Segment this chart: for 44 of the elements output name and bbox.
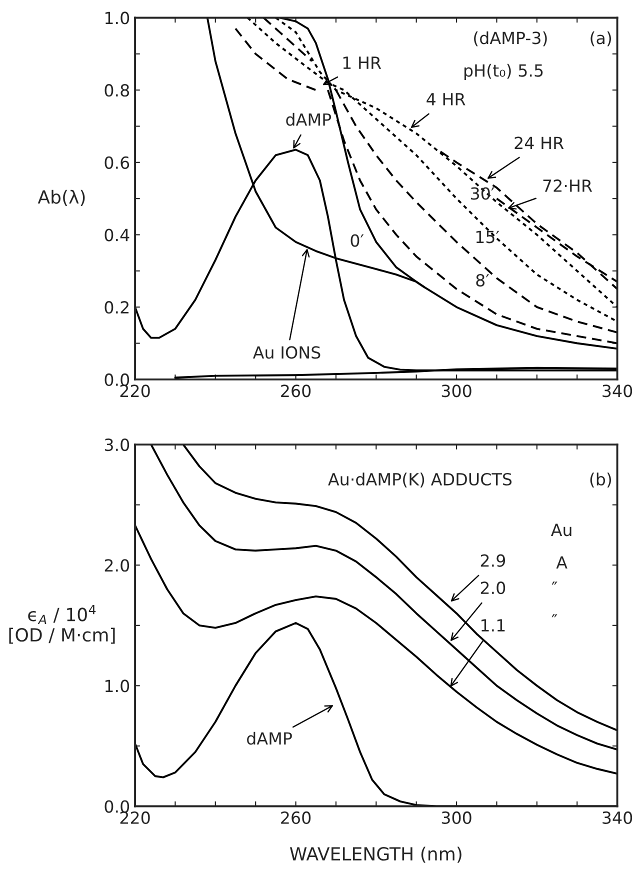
annotation: Au·dAMP(K) ADDUCTS [328, 472, 512, 488]
y-tick-label: 2.0 [104, 559, 130, 572]
y-tick-label: 1.0 [105, 680, 130, 692]
y-tick-label: 1.0 [105, 12, 130, 24]
y-axis-title: ϵ$_{A}$ / 10$^{4}$ [OD / M·cm] [9, 604, 115, 644]
annotation: Au IONS [252, 346, 320, 359]
annotation: A [556, 556, 568, 569]
annotation: 15′ [476, 230, 500, 244]
x-tick-label: 260 [281, 384, 311, 398]
annotation: ″ [552, 582, 558, 585]
x-tick-label: 220 [120, 811, 150, 824]
annotation: 0′ [350, 234, 364, 247]
annotation: (dAMP-3) [474, 31, 547, 46]
x-tick-label: 340 [602, 384, 632, 398]
y-tick-label: 0.4 [104, 228, 130, 242]
annotation: 2.0 [480, 582, 506, 594]
annotation: (a) [590, 31, 612, 46]
x-tick-label: 300 [442, 811, 472, 824]
annotation: ″ [552, 614, 558, 618]
annotation: pH(t₀) 5.5 [464, 64, 543, 80]
annotation: 2.9 [480, 554, 506, 567]
annotation: (b) [590, 472, 612, 488]
y-tick-label: 0.2 [104, 301, 128, 314]
annotation: 24 HR [514, 136, 564, 149]
annotation: 1.1 [482, 619, 505, 632]
x-tick-label: 300 [442, 384, 472, 398]
annotation: Au [550, 524, 572, 536]
annotation: dAMP [286, 112, 332, 126]
annotation: 1 HR [343, 56, 382, 69]
y-tick-label: 0.6 [104, 156, 130, 169]
y-tick-label: 0.0 [104, 800, 130, 813]
annotation: 8′ [476, 274, 490, 287]
y-tick-label: 0.0 [104, 373, 130, 386]
y-tick-label: 3.0 [104, 438, 130, 452]
annotation: 4 HR [426, 93, 466, 106]
y-tick-label: 0.8 [104, 84, 130, 97]
x-tick-label: 220 [120, 384, 150, 398]
x-axis-title: WAVELENGTH (nm) [290, 846, 462, 863]
y-axis-title: Ab(λ) [38, 190, 85, 206]
annotation: dAMP [247, 732, 292, 745]
x-tick-label: 260 [281, 811, 311, 824]
annotation: 72·HR [543, 179, 592, 192]
annotation: 30′ [471, 187, 494, 200]
x-tick-label: 340 [602, 811, 632, 824]
